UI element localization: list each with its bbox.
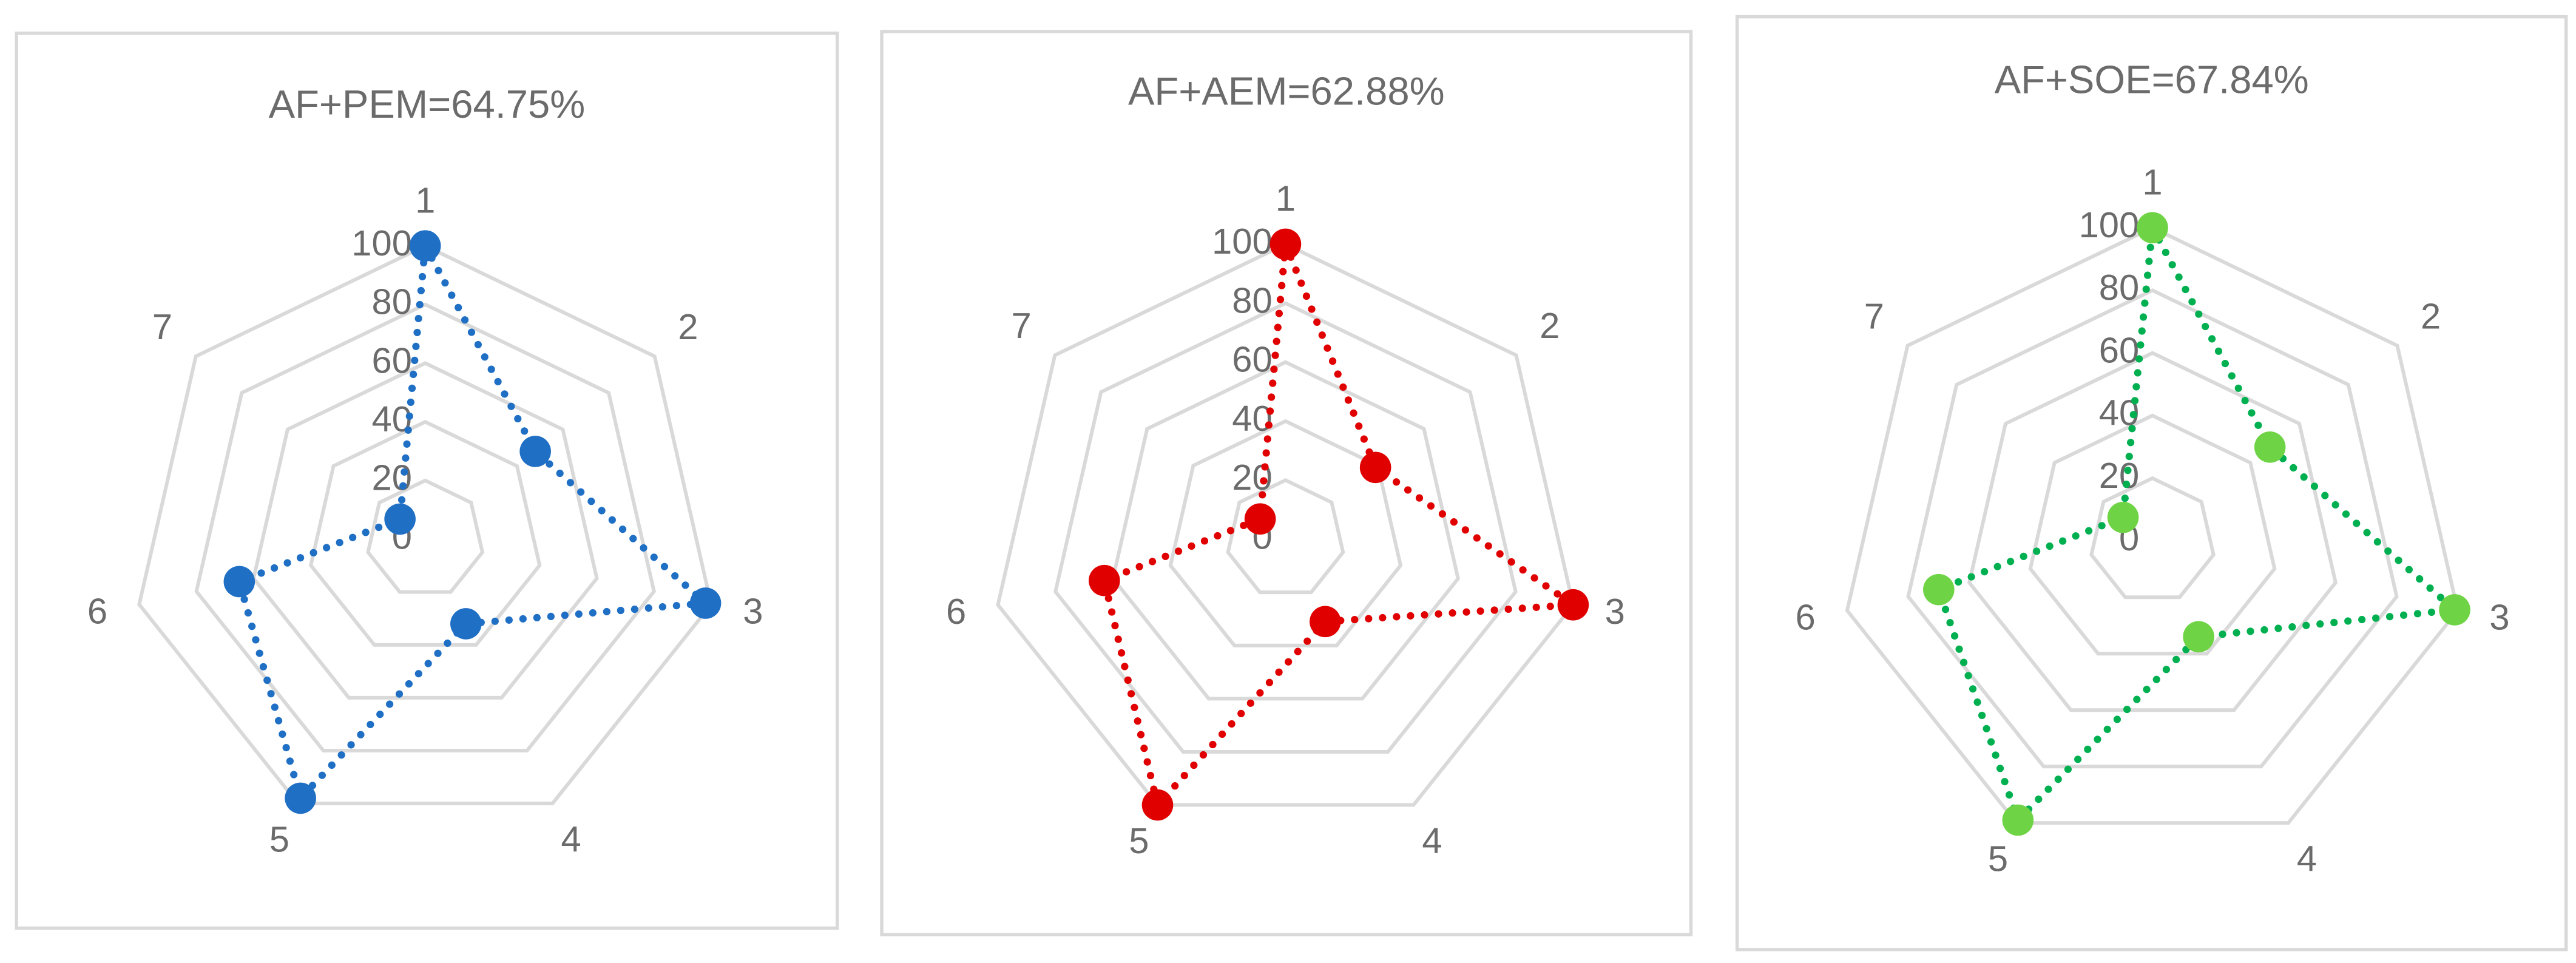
grid-ring bbox=[308, 419, 542, 647]
category-label: 3 bbox=[2489, 597, 2509, 638]
data-point bbox=[1359, 451, 1391, 484]
r-tick-label: 80 bbox=[2099, 267, 2139, 308]
data-point bbox=[1557, 589, 1589, 621]
data-point bbox=[285, 782, 316, 814]
grid-ring bbox=[251, 361, 599, 700]
category-label: 1 bbox=[1276, 178, 1296, 219]
category-label: 4 bbox=[1422, 820, 1442, 861]
grid-ring bbox=[1226, 478, 1345, 595]
grid-ring bbox=[137, 243, 714, 806]
grid-ring bbox=[2028, 413, 2277, 656]
data-point bbox=[1923, 573, 1955, 606]
grid-ring bbox=[1111, 360, 1461, 701]
category-label: 4 bbox=[2297, 839, 2317, 879]
r-tick-label: 60 bbox=[1232, 339, 1272, 380]
r-tick-label: 20 bbox=[2099, 455, 2139, 496]
r-tick-label: 100 bbox=[1212, 221, 1273, 262]
category-label: 5 bbox=[1988, 839, 2008, 879]
data-point bbox=[2002, 804, 2034, 836]
chart-title: AF+SOE=67.84% bbox=[1995, 57, 2309, 101]
r-tick-label: 20 bbox=[372, 458, 412, 498]
chart-title: AF+AEM=62.88% bbox=[1128, 69, 1445, 113]
data-point bbox=[2254, 431, 2286, 463]
data-point bbox=[2439, 594, 2470, 626]
r-tick-label: 60 bbox=[2099, 329, 2139, 370]
category-label: 1 bbox=[2142, 161, 2162, 202]
series-line bbox=[1100, 243, 1584, 813]
data-point bbox=[1244, 503, 1276, 535]
category-label: 3 bbox=[1605, 591, 1625, 632]
r-tick-label: 100 bbox=[2079, 204, 2140, 245]
data-point bbox=[2183, 621, 2214, 653]
chart-frame bbox=[1735, 15, 2568, 951]
category-label: 6 bbox=[946, 591, 966, 632]
category-label: 7 bbox=[152, 306, 172, 347]
data-point bbox=[1089, 564, 1120, 596]
category-label: 7 bbox=[1012, 305, 1032, 346]
data-point bbox=[450, 608, 482, 640]
category-label: 6 bbox=[1795, 597, 1815, 638]
r-tick-label: 60 bbox=[372, 340, 412, 380]
r-tick-label: 80 bbox=[372, 282, 412, 322]
data-point bbox=[1310, 606, 1341, 638]
category-label: 2 bbox=[678, 306, 698, 347]
grid-ring bbox=[1845, 225, 2460, 825]
data-point bbox=[1141, 789, 1174, 821]
chart-frame bbox=[880, 30, 1693, 937]
category-label: 6 bbox=[87, 591, 107, 632]
r-tick-label: 20 bbox=[1232, 457, 1272, 498]
category-label: 4 bbox=[561, 819, 581, 860]
category-label: 7 bbox=[1864, 296, 1884, 336]
category-label: 3 bbox=[743, 591, 763, 632]
category-label: 2 bbox=[1540, 305, 1560, 346]
data-point bbox=[519, 436, 551, 467]
category-label: 1 bbox=[415, 180, 435, 220]
grid-ring bbox=[2089, 476, 2216, 600]
data-point bbox=[2107, 501, 2139, 533]
r-tick-label: 80 bbox=[1232, 280, 1272, 320]
grid-ring bbox=[366, 478, 485, 594]
data-point bbox=[2137, 212, 2168, 244]
grid-ring bbox=[1967, 351, 2338, 712]
grid-ring bbox=[1053, 301, 1518, 754]
category-label: 2 bbox=[2421, 296, 2441, 336]
grid-ring bbox=[996, 242, 1575, 807]
data-point bbox=[409, 230, 441, 262]
series-line bbox=[1934, 215, 2464, 827]
r-tick-label: 40 bbox=[372, 399, 412, 439]
grid-ring bbox=[1906, 288, 2399, 769]
data-point bbox=[384, 503, 416, 535]
category-label: 5 bbox=[269, 819, 289, 860]
grid-ring bbox=[194, 302, 656, 752]
r-tick-label: 100 bbox=[351, 223, 412, 263]
data-point bbox=[689, 587, 722, 619]
category-label: 5 bbox=[1129, 820, 1149, 861]
data-point bbox=[223, 566, 255, 598]
r-tick-label: 40 bbox=[1232, 398, 1272, 439]
grid-ring bbox=[1168, 419, 1403, 647]
data-point bbox=[1269, 228, 1302, 260]
chart-title: AF+PEM=64.75% bbox=[269, 82, 586, 126]
